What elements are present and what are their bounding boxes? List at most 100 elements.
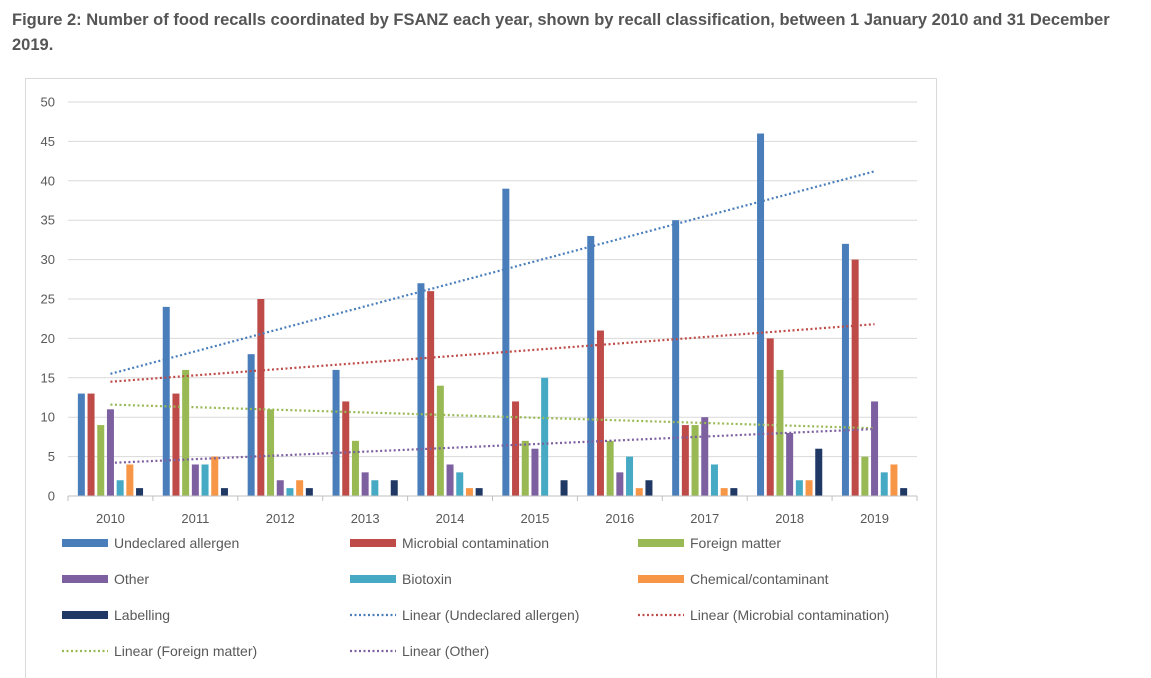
bar [361, 472, 369, 496]
bar [786, 432, 794, 496]
bar [851, 259, 859, 496]
legend-label: Linear (Other) [402, 643, 489, 659]
bar [87, 393, 95, 496]
chart-frame [25, 78, 937, 678]
x-tick-label: 2010 [96, 511, 125, 526]
x-tick-label: 2016 [605, 511, 634, 526]
trendline [110, 403, 875, 430]
legend-label: Foreign matter [690, 535, 781, 551]
bar [342, 401, 350, 496]
y-tick-label: 25 [41, 292, 55, 307]
y-tick-label: 35 [41, 213, 55, 228]
bar [136, 488, 144, 496]
bar [286, 488, 294, 496]
bar [126, 464, 134, 496]
bar [172, 393, 180, 496]
bar [815, 448, 823, 496]
legend-swatch [638, 539, 684, 547]
bar [710, 464, 718, 496]
bar [757, 133, 765, 496]
bar [626, 456, 634, 496]
bar [841, 243, 849, 496]
bar [116, 480, 124, 496]
bar [730, 488, 738, 496]
bar [541, 377, 549, 496]
bar [880, 472, 888, 496]
bar [456, 472, 464, 496]
legend-label: Undeclared allergen [114, 535, 239, 551]
bar [861, 456, 869, 496]
bar [191, 464, 199, 496]
bar [390, 480, 398, 496]
bar [616, 472, 624, 496]
y-tick-label: 30 [41, 252, 55, 267]
bar [446, 464, 454, 496]
x-tick-label: 2018 [775, 511, 804, 526]
bar [635, 488, 643, 496]
bar [645, 480, 653, 496]
bar [371, 480, 379, 496]
legend-swatch [62, 539, 108, 547]
bar [606, 440, 614, 496]
bar [267, 409, 275, 496]
y-tick-label: 10 [41, 410, 55, 425]
bar [521, 440, 529, 496]
bar [871, 401, 879, 496]
bar [776, 369, 784, 496]
legend-swatch [62, 575, 108, 583]
trendline [110, 323, 875, 383]
legend-swatch [62, 611, 108, 619]
legend-label: Chemical/contaminant [690, 571, 829, 587]
legend-label: Linear (Microbial contamination) [690, 607, 889, 623]
y-tick-label: 15 [41, 370, 55, 385]
y-tick-label: 45 [41, 134, 55, 149]
bar [97, 425, 105, 496]
bar [672, 220, 680, 496]
bar [257, 299, 265, 496]
bar [162, 306, 170, 496]
bar [691, 425, 699, 496]
legend-label: Linear (Foreign matter) [114, 643, 257, 659]
bar [465, 488, 473, 496]
bar [427, 291, 435, 496]
bar [77, 393, 85, 496]
bar [531, 448, 539, 496]
bar [220, 488, 228, 496]
legend-label: Biotoxin [402, 571, 452, 587]
trendline [110, 427, 875, 465]
x-tick-label: 2015 [520, 511, 549, 526]
bar [211, 456, 219, 496]
bar [247, 354, 255, 496]
bar [201, 464, 209, 496]
legend-label: Labelling [114, 607, 170, 623]
bar [417, 283, 425, 496]
bar [720, 488, 728, 496]
bar [805, 480, 813, 496]
bar [596, 330, 604, 496]
bar [332, 369, 340, 496]
bar [182, 369, 190, 496]
legend-label: Linear (Undeclared allergen) [402, 607, 579, 623]
legend-label: Microbial contamination [402, 535, 549, 551]
bar [701, 417, 709, 496]
legend-label: Other [114, 571, 149, 587]
bar [502, 188, 510, 496]
bar [512, 401, 520, 496]
bar [890, 464, 898, 496]
bar [560, 480, 568, 496]
y-tick-label: 5 [48, 449, 55, 464]
bar [436, 385, 444, 496]
bar [795, 480, 803, 496]
x-tick-label: 2011 [181, 511, 209, 526]
bar [475, 488, 483, 496]
trendline [110, 170, 875, 375]
bar [305, 488, 313, 496]
bar [766, 338, 774, 496]
bar [106, 409, 114, 496]
y-tick-label: 50 [41, 95, 55, 110]
x-tick-label: 2012 [266, 511, 295, 526]
y-tick-label: 0 [48, 489, 55, 504]
y-tick-label: 40 [41, 173, 55, 188]
legend-swatch [638, 575, 684, 583]
x-tick-label: 2014 [436, 511, 465, 526]
